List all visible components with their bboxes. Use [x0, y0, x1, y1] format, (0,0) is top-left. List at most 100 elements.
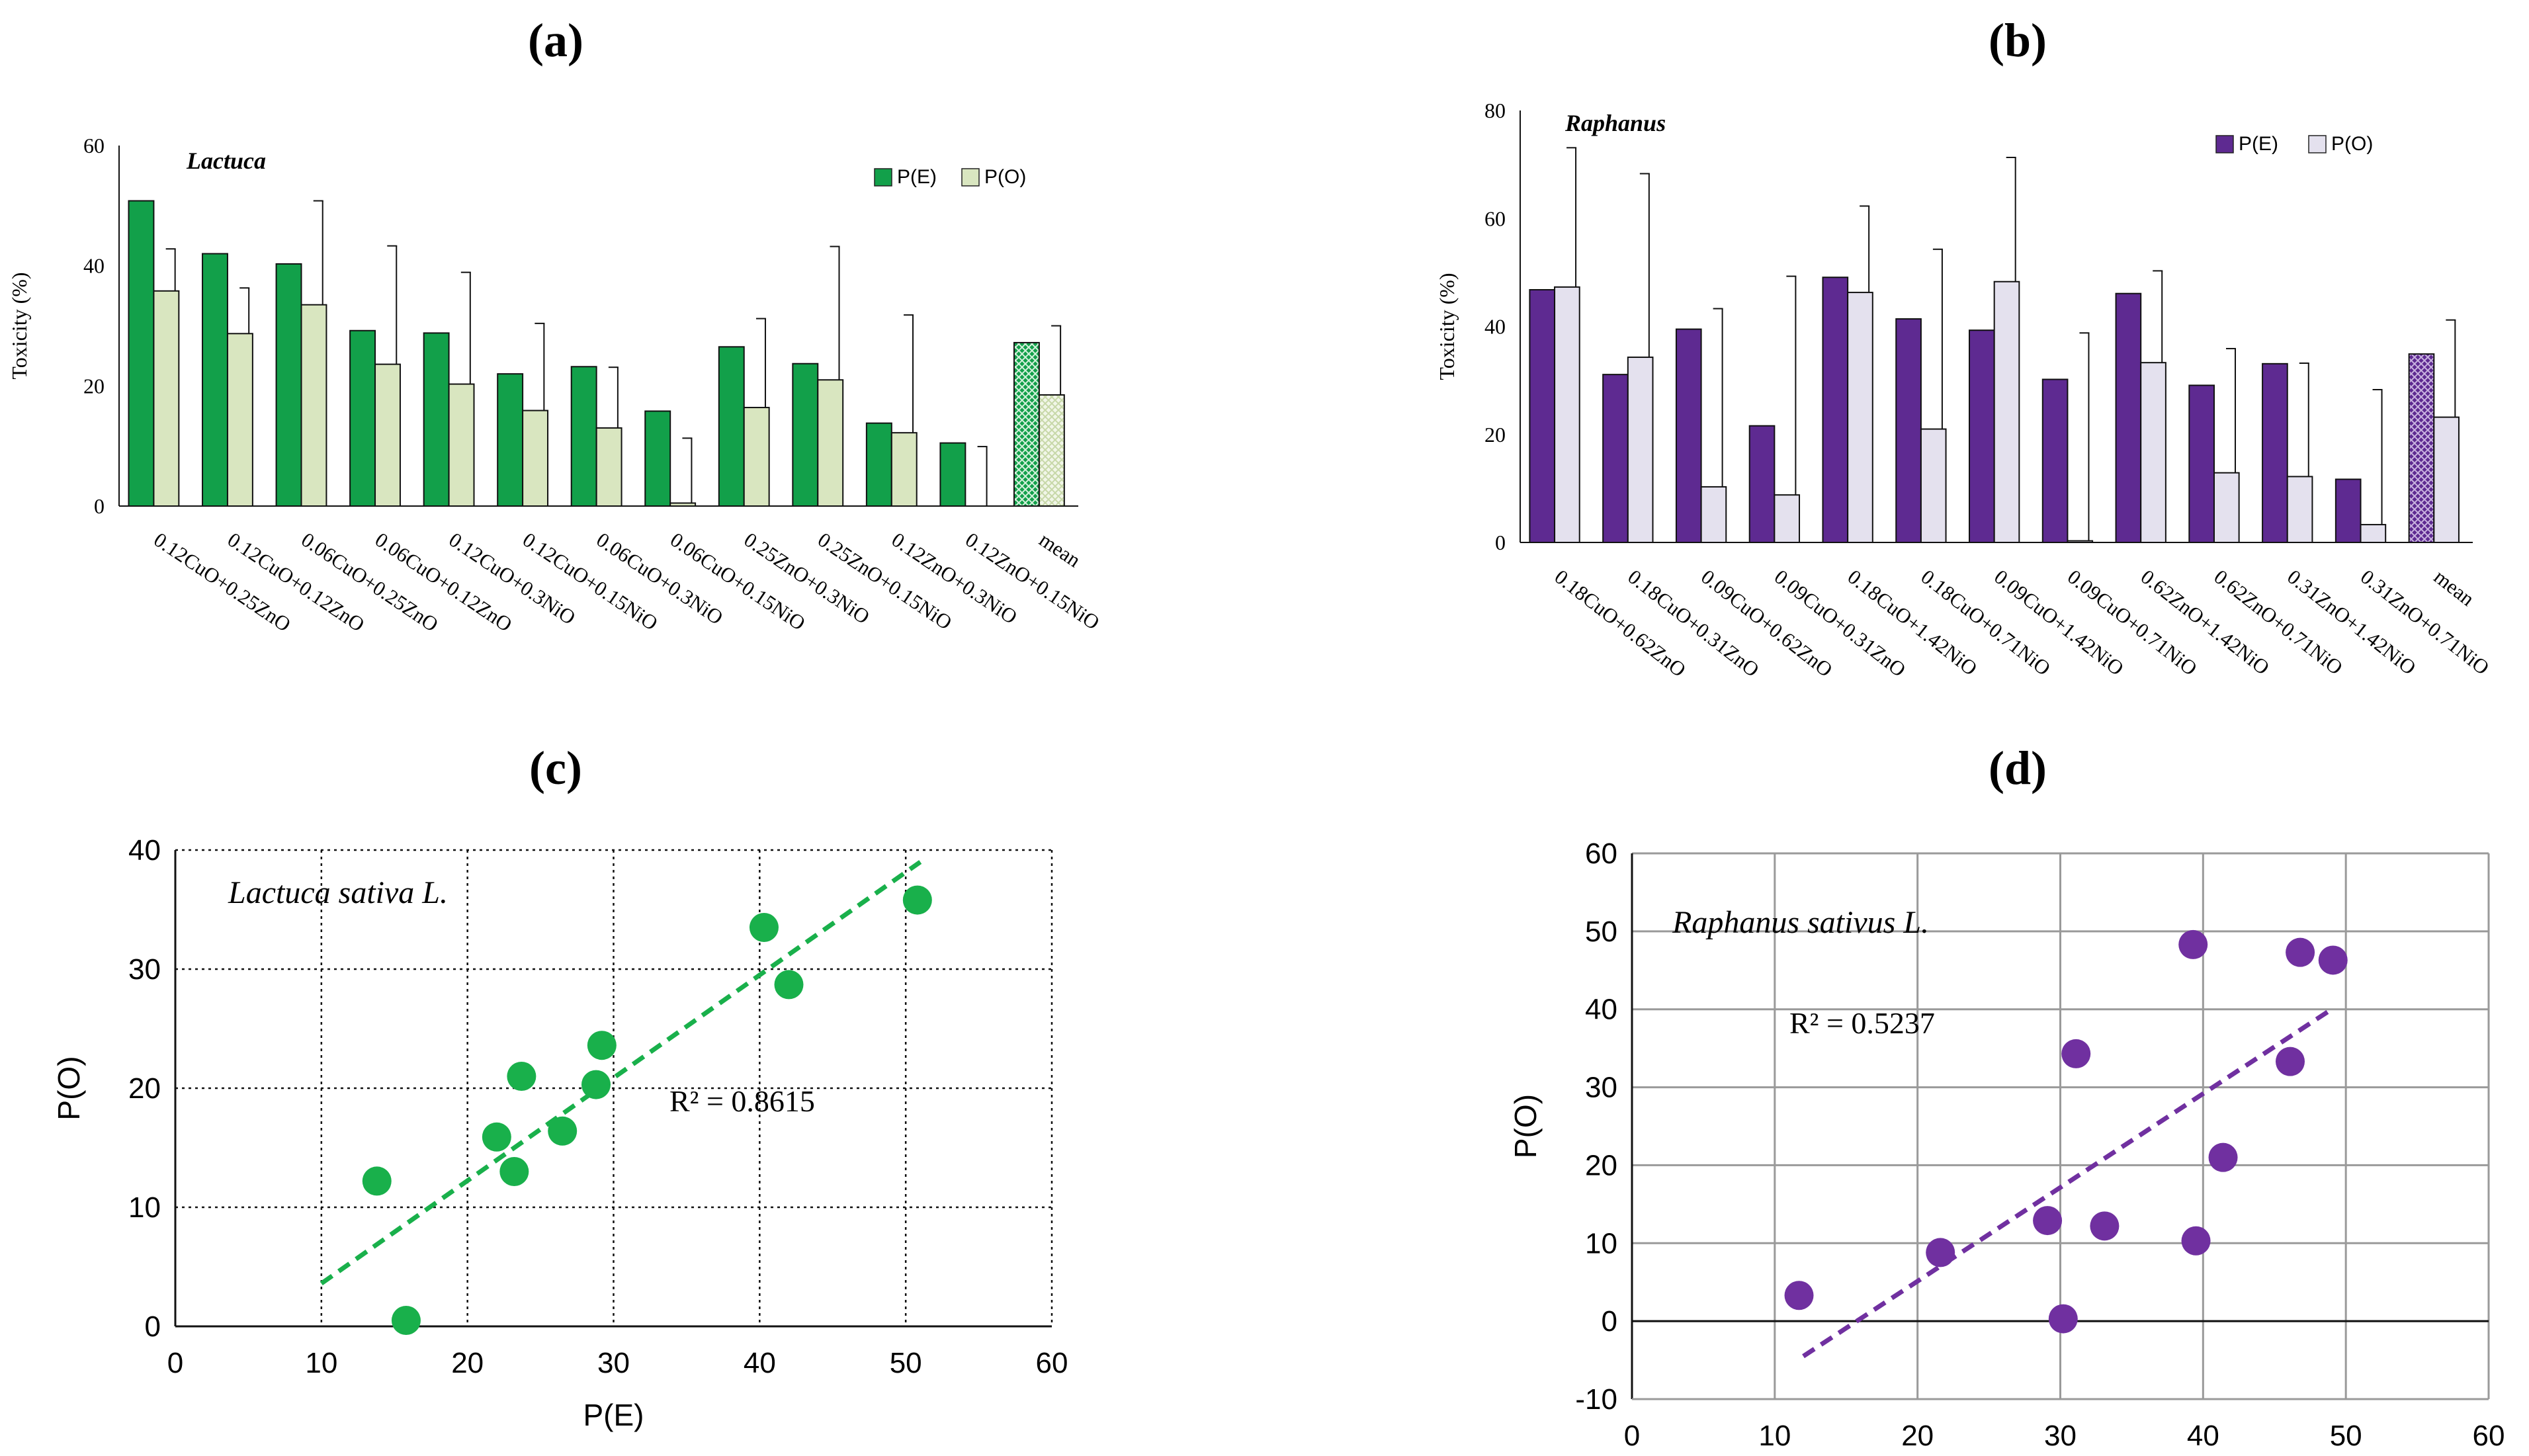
x-tick-label: 10	[305, 1347, 337, 1379]
bar-P(O)	[1038, 394, 1065, 507]
legend-swatch	[874, 168, 892, 187]
y-tick-label: 80	[1484, 99, 1506, 122]
bar-P(E)	[1748, 425, 1776, 543]
bar-P(E)	[2408, 353, 2435, 543]
data-point	[2048, 1304, 2078, 1334]
data-point	[1784, 1281, 1814, 1310]
data-point	[2286, 937, 2315, 967]
bar-P(O)	[2213, 472, 2240, 543]
panel-label: (b)	[1989, 14, 2047, 67]
chart-title: Lactuca sativa L.	[228, 875, 448, 910]
category-label: 0.12CuO+0.15NiO	[519, 528, 662, 635]
bar-P(E)	[128, 200, 155, 507]
data-point	[587, 1031, 617, 1060]
bar-P(E)	[1602, 374, 1629, 543]
data-point	[1926, 1238, 1955, 1267]
y-tick-label: 50	[1585, 916, 1617, 948]
legend-label: P(E)	[897, 166, 937, 188]
panel-d-scatter-plot: (d)0102030405060-100102030405060P(E)P(O)…	[1508, 742, 2505, 1452]
category-label: 0.18CuO+0.31ZnO	[1623, 565, 1764, 681]
y-tick-label: 40	[1585, 994, 1617, 1026]
category-label: 0.25ZnO+0.15NiO	[814, 528, 956, 634]
bar-P(O)	[2140, 362, 2166, 543]
bar-P(O)	[743, 407, 770, 507]
legend-swatch	[2308, 135, 2327, 153]
bar-P(O)	[374, 363, 401, 507]
bar-P(O)	[1847, 292, 1873, 543]
y-axis-title: P(O)	[1508, 1094, 1543, 1158]
y-tick-label: 0	[1602, 1305, 1617, 1338]
category-label: 0.09CuO+0.71NiO	[2063, 565, 2202, 680]
data-point	[2181, 1226, 2211, 1256]
legend-label: P(E)	[2239, 133, 2278, 155]
y-tick-label: 60	[1585, 837, 1617, 870]
category-label: 0.09CuO+0.31ZnO	[1770, 565, 1910, 681]
y-tick-label: 30	[128, 953, 161, 986]
legend-swatch	[961, 168, 980, 187]
bar-P(E)	[2335, 478, 2362, 544]
data-point	[499, 1157, 529, 1186]
bar-P(E)	[202, 253, 228, 507]
bar-P(E)	[718, 346, 745, 507]
y-axis-title: Toxicity (%)	[7, 272, 31, 379]
trendline	[320, 860, 922, 1286]
category-label: 0.18CuO+0.62ZnO	[1551, 565, 1691, 681]
chart-title: Raphanus sativus L.	[1672, 905, 1929, 940]
x-tick-label: 20	[1901, 1420, 1934, 1452]
x-tick-label: 0	[167, 1347, 183, 1379]
category-label: mean	[1035, 528, 1086, 572]
x-tick-label: 60	[2473, 1420, 2505, 1452]
y-tick-label: 20	[1484, 423, 1506, 447]
bar-P(O)	[890, 432, 918, 507]
chart-title: Lactuca	[186, 148, 266, 174]
category-label: mean	[2430, 565, 2479, 611]
bar-P(O)	[522, 409, 549, 507]
x-tick-label: 0	[1624, 1420, 1640, 1452]
panel-label: (a)	[528, 14, 583, 67]
legend-swatch	[2215, 135, 2234, 153]
y-tick-label: 40	[83, 254, 105, 278]
data-point	[774, 970, 804, 1000]
category-label: 0.06CuO+0.15NiO	[666, 528, 810, 635]
bar-P(O)	[1700, 486, 1727, 544]
x-tick-label: 20	[451, 1347, 484, 1379]
bar-P(E)	[2188, 384, 2215, 543]
x-tick-label: 30	[597, 1347, 630, 1379]
bar-P(O)	[595, 427, 622, 507]
panel-label: (d)	[1989, 742, 2047, 794]
bar-P(O)	[448, 383, 475, 507]
data-point	[2033, 1206, 2063, 1236]
category-label: 0.09CuO+1.42NiO	[1990, 565, 2128, 680]
bar-P(E)	[2262, 363, 2288, 543]
bar-P(E)	[1969, 329, 1995, 543]
x-tick-label: 50	[890, 1347, 922, 1379]
legend-label: P(O)	[984, 166, 1026, 188]
category-label: 0.31ZnO+0.71NiO	[2356, 565, 2494, 679]
y-axis-title: Toxicity (%)	[1435, 273, 1459, 380]
bar-P(O)	[1774, 494, 1801, 543]
data-point	[2061, 1039, 2091, 1068]
category-label: 0.06CuO+0.25ZnO	[297, 528, 443, 636]
data-point	[548, 1116, 578, 1146]
bar-P(E)	[570, 366, 597, 507]
bar-P(O)	[1627, 357, 1654, 543]
data-point	[2208, 1142, 2238, 1172]
category-label: 0.18CuO+1.42NiO	[1844, 565, 1982, 680]
x-tick-label: 40	[2187, 1420, 2219, 1452]
category-label: 0.09CuO+0.62ZnO	[1697, 565, 1837, 681]
y-tick-label: 60	[83, 134, 105, 157]
r-squared-annotation: R² = 0.8615	[669, 1084, 815, 1118]
r-squared-annotation: R² = 0.5237	[1789, 1006, 1935, 1040]
category-label: 0.12CuO+0.25ZnO	[150, 528, 295, 636]
bar-P(E)	[275, 263, 302, 507]
bar-P(O)	[2286, 476, 2313, 543]
y-tick-label: 20	[1585, 1149, 1617, 1181]
bar-P(O)	[226, 333, 253, 507]
chart-title: Raphanus	[1565, 110, 1666, 136]
bar-P(E)	[1895, 318, 1922, 543]
category-label: 0.62ZnO+0.71NiO	[2209, 565, 2347, 679]
bar-P(E)	[792, 363, 819, 507]
x-tick-label: 60	[1036, 1347, 1068, 1379]
y-tick-label: 0	[1495, 531, 1506, 554]
